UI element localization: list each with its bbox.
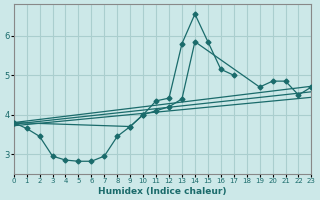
X-axis label: Humidex (Indice chaleur): Humidex (Indice chaleur) (98, 187, 227, 196)
